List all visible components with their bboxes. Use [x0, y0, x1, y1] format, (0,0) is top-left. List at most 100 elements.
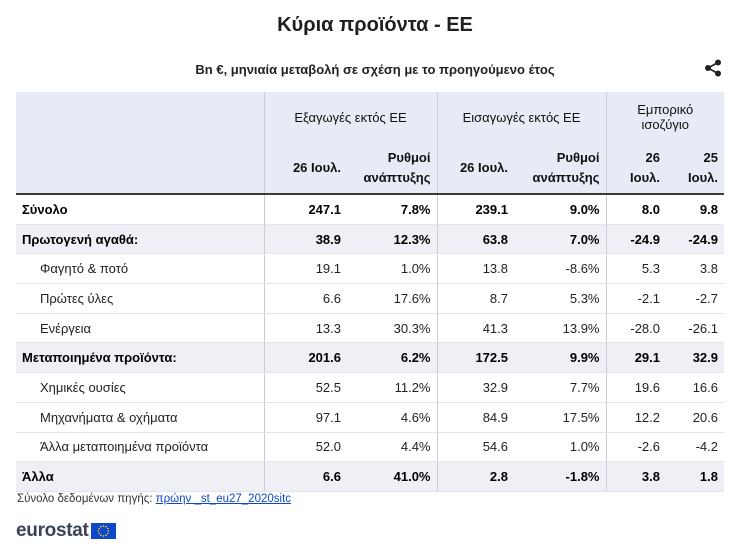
table-cell: 97.1 [263, 402, 347, 433]
flag-star [97, 527, 100, 530]
table-cell: 4.6% [347, 402, 437, 433]
eu-flag-icon [90, 523, 116, 539]
flag-star [99, 525, 102, 528]
table-cell: 247.1 [263, 194, 347, 225]
table-cell: 84.9 [436, 402, 514, 433]
table-cell: -24.9 [605, 224, 666, 255]
eurostat-wordmark: eurostat [16, 520, 89, 541]
table-cell: 38.9 [263, 224, 347, 255]
table-cell: 13.8 [436, 253, 514, 285]
table-row: Μηχανήματα & οχήματα 97.1 4.6% 84.9 17.5% 12.… [16, 402, 724, 433]
table-row: Χημικές ουσίες 52.5 11.2% 32.9 7.7% 19.6 16.6 [16, 372, 724, 403]
table-cell: 172.5 [436, 342, 514, 374]
table-cell: 52.5 [263, 372, 347, 403]
table-cell: 17.6% [347, 283, 437, 314]
table-row: Ενέργεια 13.3 30.3% 41.3 13.9% -28.0 -26.1 [16, 313, 724, 344]
table-cell: 5.3% [514, 283, 606, 314]
table-cell: 9.0% [514, 194, 606, 225]
table-cell: 29.1 [605, 342, 666, 374]
table-cell: 63.8 [436, 224, 514, 255]
table-row: Πρώτες ύλες 6.6 17.6% 8.7 5.3% -2.1 -2.7 [16, 283, 724, 314]
trade-table: Εξαγωγές εκτός ΕΕ Εισαγωγές εκτός ΕΕ Εμπ… [16, 92, 724, 492]
table-row: Άλλα μεταποιημένα προϊόντα 52.0 4.4% 54.6 1.… [16, 432, 724, 463]
col-header-balance-25: 25 Ιουλ. [666, 142, 724, 194]
table-row: Φαγητό & ποτό 19.1 1.0% 13.8 -8.6% 5.3 3.8 [16, 253, 724, 285]
table-row: Άλλα 6.6 41.0% 2.8 -1.8% 3.8 1.8 [16, 461, 724, 492]
empty-label-header [16, 142, 264, 194]
source-note: Σύνολο δεδομένων πηγής: πρώην _st_eu27_2… [17, 493, 291, 505]
table-cell: 19.6 [605, 372, 666, 403]
table-cell: 52.0 [263, 432, 347, 463]
col-header-balance-26: 26 Ιουλ. [605, 142, 666, 194]
table-cell: 32.9 [436, 372, 514, 403]
table-cell: 1.0% [347, 253, 437, 285]
col-header-imports-value: 26 Ιουλ. [436, 142, 514, 194]
row-label: Άλλα μεταποιημένα προϊόντα [16, 432, 264, 463]
table-cell: 17.5% [514, 402, 606, 433]
group-header-imports: Εισαγωγές εκτός ΕΕ [436, 92, 606, 142]
table-row: Σύνολο 247.1 7.8% 239.1 9.0% 8.0 9.8 [16, 194, 724, 225]
flag-star [107, 530, 109, 532]
row-label: Ενέργεια [16, 313, 264, 344]
table-cell: 19.1 [263, 253, 347, 285]
table-cell: 239.1 [436, 194, 514, 225]
table-cell: 7.0% [514, 224, 606, 255]
empty-corner-cell [16, 92, 264, 142]
table-cell: -2.1 [605, 283, 666, 314]
table-cell: -28.0 [605, 313, 666, 344]
column-header-row: 26 Ιουλ. Ρυθμοί ανάπτυξης 26 Ιουλ. Ρυθμο… [16, 142, 724, 194]
row-label: Σύνολο [16, 194, 264, 225]
table-cell: 2.8 [436, 461, 514, 492]
row-label: Πρωτογενή αγαθά: [16, 224, 264, 255]
table-cell: 8.0 [605, 194, 666, 225]
table-cell: 9.9% [514, 342, 606, 374]
row-label: Άλλα [16, 461, 264, 492]
table-cell: 20.6 [666, 402, 724, 433]
table-cell: 7.7% [514, 372, 606, 403]
flag-star [104, 534, 107, 537]
source-dataset-link[interactable]: πρώην _st_eu27_2020sitc [155, 493, 292, 505]
table-cell: 6.6 [263, 283, 347, 314]
table-cell: 30.3% [347, 313, 437, 344]
group-header-row: Εξαγωγές εκτός ΕΕ Εισαγωγές εκτός ΕΕ Εμπ… [16, 92, 724, 142]
table-cell: 201.6 [263, 342, 347, 374]
table-cell: 6.6 [263, 461, 347, 492]
table-row: Πρωτογενή αγαθά: 38.9 12.3% 63.8 7.0% -24.9 -2… [16, 224, 724, 255]
table-cell: 1.0% [514, 432, 606, 463]
table-cell: 1.8 [666, 461, 724, 492]
table-cell: 11.2% [347, 372, 437, 403]
table-cell: -4.2 [666, 432, 724, 463]
table-cell: -2.7 [666, 283, 724, 314]
share-icon[interactable] [704, 59, 722, 77]
row-label: Πρώτες ύλες [16, 283, 264, 314]
flag-star [106, 527, 109, 530]
table-cell: 13.3 [263, 313, 347, 344]
chart-subtitle: Bn €, μηνιαία μεταβολή σε σχέση με το πρ… [195, 62, 555, 77]
table-cell: 4.4% [347, 432, 437, 463]
col-header-exports-value: 26 Ιουλ. [263, 142, 347, 194]
chart-title: Κύρια προϊόντα - ΕΕ [277, 14, 473, 36]
row-label: Χημικές ουσίες [16, 372, 264, 403]
flag-star [97, 530, 99, 532]
row-label: Μεταποιημένα προϊόντα: [16, 342, 264, 374]
group-header-exports: Εξαγωγές εκτός ΕΕ [263, 92, 437, 142]
table-cell: 5.3 [605, 253, 666, 285]
eurostat-logo: eurostat [16, 520, 116, 542]
table-cell: 3.8 [605, 461, 666, 492]
source-label: Σύνολο δεδομένων πηγής: [17, 493, 153, 505]
table-cell: -8.6% [514, 253, 606, 285]
flag-star [104, 525, 107, 528]
table-cell: 3.8 [666, 253, 724, 285]
table-cell: 9.8 [666, 194, 724, 225]
table-cell: -2.6 [605, 432, 666, 463]
col-header-exports-growth: Ρυθμοί ανάπτυξης [347, 142, 437, 194]
table-cell: -24.9 [666, 224, 724, 255]
table-cell: 54.6 [436, 432, 514, 463]
group-header-balance: Εμπορικό ισοζύγιο [605, 92, 724, 142]
table-row: Μεταποιημένα προϊόντα: 201.6 6.2% 172.5 9.9%… [16, 342, 724, 374]
row-label: Μηχανήματα & οχήματα [16, 402, 264, 433]
table-cell: -26.1 [666, 313, 724, 344]
table-cell: 16.6 [666, 372, 724, 403]
table-cell: 41.0% [347, 461, 437, 492]
flag-star [106, 532, 109, 535]
